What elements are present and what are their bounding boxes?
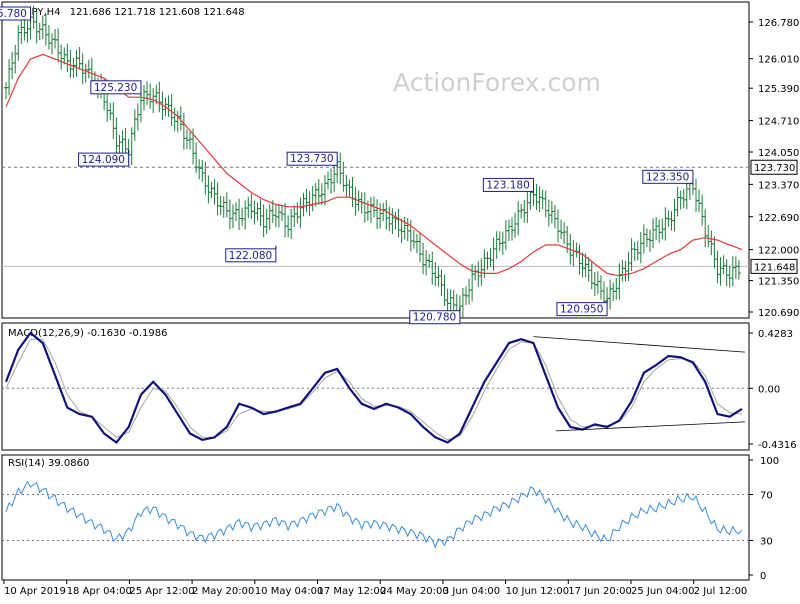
price-tick-label: 124.710: [758, 117, 799, 128]
x-tick-label: 3 Jun 04:00: [443, 586, 500, 597]
macd-lower-trendline: [555, 421, 746, 432]
pivot-label-box: [286, 151, 338, 166]
moving-average-layer: [5, 53, 743, 277]
current-price-tag: [750, 258, 798, 274]
rsi-panel-title: RSI(14) 39.0860: [8, 458, 89, 469]
macd-tick-label: 0.00: [758, 384, 780, 395]
macd-upper-trendline: [533, 336, 746, 353]
x-tick-label: 2 Jul 12:00: [694, 586, 748, 597]
symbol-label: EURJPY,H4: [8, 7, 61, 18]
pivot-label-box: [482, 177, 534, 192]
macd-tick-label: -0.4316: [758, 440, 797, 451]
pivot-label-text: 124.090: [82, 154, 125, 166]
rsi-tick-label: 70: [760, 491, 773, 502]
x-tick-label: 10 Apr 2019: [4, 586, 66, 597]
macd-panel-title: MACD(12,26,9) -0.1630 -0.1986: [8, 328, 168, 339]
price-tick-label: 121.350: [758, 277, 799, 288]
pivot-label-box: [225, 248, 277, 263]
pivot-label-box: [0, 6, 32, 21]
rsi-tick-label: 100: [760, 456, 779, 467]
pivot-label-box: [90, 80, 142, 95]
pivot-label-text: 125.230: [94, 82, 137, 94]
macd-panel-frame: [1, 322, 750, 451]
pivot-label-text: 123.730: [290, 153, 333, 165]
price-bars-layer: [4, 5, 741, 324]
x-tick-label: 2 May 20:00: [192, 586, 254, 597]
x-tick-label: 18 Apr 04:00: [67, 586, 132, 597]
pivot-label-text: 120.950: [560, 304, 603, 316]
pivot-label-box: [642, 169, 694, 184]
pivot-label-text: 123.350: [646, 171, 689, 183]
rsi-panel-frame: [1, 454, 750, 581]
moving-average-line: [5, 53, 743, 277]
pivot-label-box: [556, 302, 608, 317]
price-tick-label: 125.390: [758, 84, 799, 95]
pivot-label-text: 126.780: [0, 8, 27, 20]
watermark: ActionForex.com: [393, 68, 601, 97]
resistance-tag: [750, 159, 798, 175]
current-price-tag-label: 121.648: [754, 262, 795, 273]
x-tick-label: 25 Jun 04:00: [631, 586, 695, 597]
price-tick-label: 124.050: [758, 148, 799, 159]
rsi-tick-label: 0: [760, 571, 766, 582]
ohlc-label: 121.686 121.718 121.608 121.648: [70, 7, 245, 18]
macd-signal-line: [5, 338, 743, 441]
price-panel-frame: [1, 1, 750, 319]
price-tick-label: 122.000: [758, 246, 799, 257]
x-tick-label: 25 Apr 12:00: [129, 586, 194, 597]
x-tick-label: 24 May 20:00: [380, 586, 449, 597]
pivot-label-text: 122.080: [229, 250, 272, 262]
macd-tick-label: 0.4283: [758, 329, 793, 340]
macd-layer: 0.4283 0.00 -0.4316: [2, 329, 797, 451]
pivot-label-text: 123.180: [486, 179, 529, 191]
price-panel-title: EURJPY,H4 121.686 121.718 121.608 121.64…: [8, 7, 245, 18]
x-tick-label: 10 Jun 12:00: [506, 586, 570, 597]
x-tick-label: 17 May 12:00: [318, 586, 387, 597]
rsi-tick-label: 30: [760, 537, 773, 548]
price-grid-layer: [2, 166, 749, 267]
price-tick-label: 122.690: [758, 213, 799, 224]
rsi-line: [5, 480, 743, 549]
x-tick-label: 10 May 04:00: [255, 586, 324, 597]
pivot-label-text: 120.780: [413, 312, 456, 324]
x-tick-label: 17 Jun 20:00: [568, 586, 632, 597]
resistance-tag-label: 123.730: [754, 163, 795, 174]
pivot-label-box: [78, 152, 130, 167]
price-tick-label: 123.370: [758, 180, 799, 191]
macd-line: [4, 331, 743, 445]
rsi-layer: 100 70 30 0: [2, 456, 779, 582]
price-tick-label: 120.690: [758, 308, 799, 319]
price-tick-label: 126.780: [758, 18, 799, 29]
price-tick-label: 126.010: [758, 55, 799, 66]
price-labels-layer: 126.780 125.230 124.090 123.730 122.080 123.1…: [0, 6, 694, 325]
price-axis-layer: 126.780 126.010 125.390 124.710 124.050 123.3…: [749, 18, 799, 319]
pivot-label-box: [409, 310, 461, 325]
